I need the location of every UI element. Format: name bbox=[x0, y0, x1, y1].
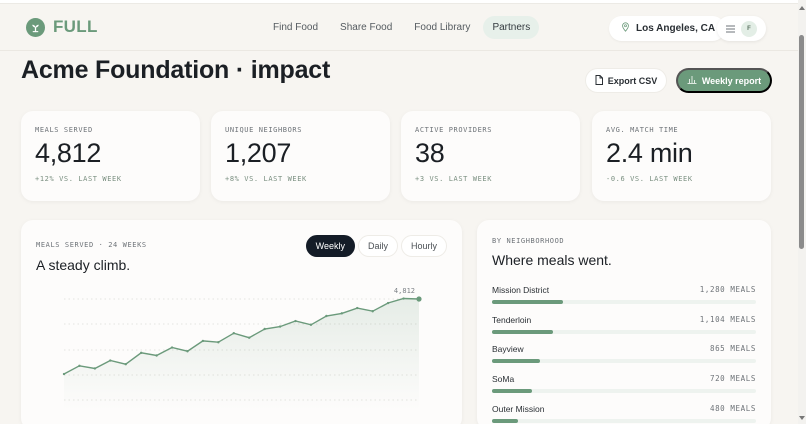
top-navbar: FULL Find Food Share Food Food Library P… bbox=[0, 5, 798, 51]
trend-title: A steady climb. bbox=[36, 257, 131, 273]
neighborhood-name: Tenderloin bbox=[492, 315, 532, 325]
scroll-down-arrow-icon[interactable] bbox=[799, 416, 805, 420]
neighborhood-bar-track bbox=[492, 330, 756, 334]
sprout-icon bbox=[26, 17, 45, 37]
neighborhood-bar-track bbox=[492, 419, 756, 423]
toggle-hourly[interactable]: Hourly bbox=[400, 235, 447, 257]
export-csv-button[interactable]: Export CSV bbox=[585, 68, 667, 93]
kpi-value: 1,207 bbox=[225, 138, 292, 168]
neighborhood-bar-track bbox=[492, 300, 756, 304]
granularity-toggle: Weekly Daily Hourly bbox=[305, 235, 447, 257]
bar-chart-icon bbox=[687, 75, 697, 86]
location-selector[interactable]: Los Angeles, CA bbox=[609, 16, 726, 41]
kpi-card-active-providers: ACTIVE PROVIDERS 38 +3 VS. LAST WEEK bbox=[401, 111, 580, 201]
kpi-delta: +8% VS. LAST WEEK bbox=[225, 175, 307, 183]
kpi-value: 2.4 min bbox=[606, 138, 693, 168]
scroll-thumb[interactable] bbox=[799, 35, 804, 249]
neighborhood-value: 1,104 MEALS bbox=[699, 315, 756, 324]
file-icon bbox=[595, 74, 603, 87]
neighborhood-value: 865 MEALS bbox=[709, 344, 756, 353]
neighborhood-card: BY NEIGHBORHOOD Where meals went. Missio… bbox=[477, 220, 771, 424]
meals-line-chart: 4,812 bbox=[62, 287, 422, 410]
neighborhood-value: 720 MEALS bbox=[709, 374, 756, 383]
kpi-card-unique-neighbors: UNIQUE NEIGHBORS 1,207 +8% VS. LAST WEEK bbox=[211, 111, 390, 201]
map-pin-icon bbox=[621, 22, 630, 35]
neighborhood-bar-fill bbox=[492, 359, 540, 363]
kpi-value: 38 bbox=[415, 138, 445, 168]
toggle-daily[interactable]: Daily bbox=[357, 235, 398, 257]
hood-title: Where meals went. bbox=[492, 252, 612, 268]
neighborhood-value: 480 MEALS bbox=[709, 404, 756, 413]
kpi-value: 4,812 bbox=[35, 138, 102, 168]
kpi-label: MEALS SERVED bbox=[35, 126, 93, 134]
neighborhood-name: SoMa bbox=[492, 374, 515, 384]
browser-top-strip bbox=[0, 0, 798, 4]
brand-logo[interactable]: FULL bbox=[26, 17, 98, 37]
toggle-weekly[interactable]: Weekly bbox=[305, 235, 355, 257]
meals-trend-card: MEALS SERVED · 24 WEEKS A steady climb. … bbox=[21, 220, 462, 424]
neighborhood-bar-track bbox=[492, 389, 756, 393]
last-value-label: 4,812 bbox=[394, 287, 415, 295]
nav-partners[interactable]: Partners bbox=[483, 16, 540, 39]
neighborhood-bar-fill bbox=[492, 330, 553, 334]
hamburger-icon bbox=[726, 20, 735, 38]
hood-eyebrow: BY NEIGHBORHOOD bbox=[492, 237, 565, 245]
location-label: Los Angeles, CA bbox=[636, 23, 716, 34]
kpi-delta: +3 VS. LAST WEEK bbox=[415, 175, 493, 183]
kpi-label: ACTIVE PROVIDERS bbox=[415, 126, 493, 134]
brand-name: FULL bbox=[53, 17, 98, 36]
kpi-label: UNIQUE NEIGHBORS bbox=[225, 126, 303, 134]
page-scrollbar[interactable] bbox=[798, 0, 806, 424]
weekly-report-button[interactable]: Weekly report bbox=[676, 68, 772, 93]
kpi-label: AVG. MATCH TIME bbox=[606, 126, 679, 134]
nav-find-food[interactable]: Find Food bbox=[273, 22, 319, 33]
neighborhood-bar-fill bbox=[492, 300, 564, 304]
neighborhood-value: 1,280 MEALS bbox=[699, 285, 756, 294]
weekly-report-label: Weekly report bbox=[701, 75, 762, 86]
page-title: Acme Foundation · impact bbox=[21, 56, 331, 84]
neighborhood-name: Bayview bbox=[492, 344, 524, 354]
neighborhood-bar-fill bbox=[492, 389, 532, 393]
kpi-card-meals-served: MEALS SERVED 4,812 +12% VS. LAST WEEK bbox=[21, 111, 200, 201]
nav-food-library[interactable]: Food Library bbox=[414, 22, 471, 33]
neighborhood-bar-fill bbox=[492, 419, 519, 423]
kpi-delta: +12% VS. LAST WEEK bbox=[35, 175, 122, 183]
neighborhood-name: Mission District bbox=[492, 285, 550, 295]
kpi-delta: -0.6 VS. LAST WEEK bbox=[606, 175, 693, 183]
kpi-card-avg-match-time: AVG. MATCH TIME 2.4 min -0.6 VS. LAST WE… bbox=[592, 111, 771, 201]
trend-eyebrow: MEALS SERVED · 24 WEEKS bbox=[36, 241, 147, 249]
export-csv-label: Export CSV bbox=[607, 75, 658, 86]
neighborhood-name: Outer Mission bbox=[492, 404, 545, 414]
avatar: F bbox=[741, 20, 757, 37]
nav-share-food[interactable]: Share Food bbox=[340, 22, 393, 33]
neighborhood-bar-track bbox=[492, 359, 756, 363]
main-nav: Find Food Share Food Food Library Partne… bbox=[264, 16, 540, 39]
scroll-up-arrow-icon[interactable] bbox=[799, 6, 805, 10]
account-menu-button[interactable]: F bbox=[717, 16, 766, 41]
